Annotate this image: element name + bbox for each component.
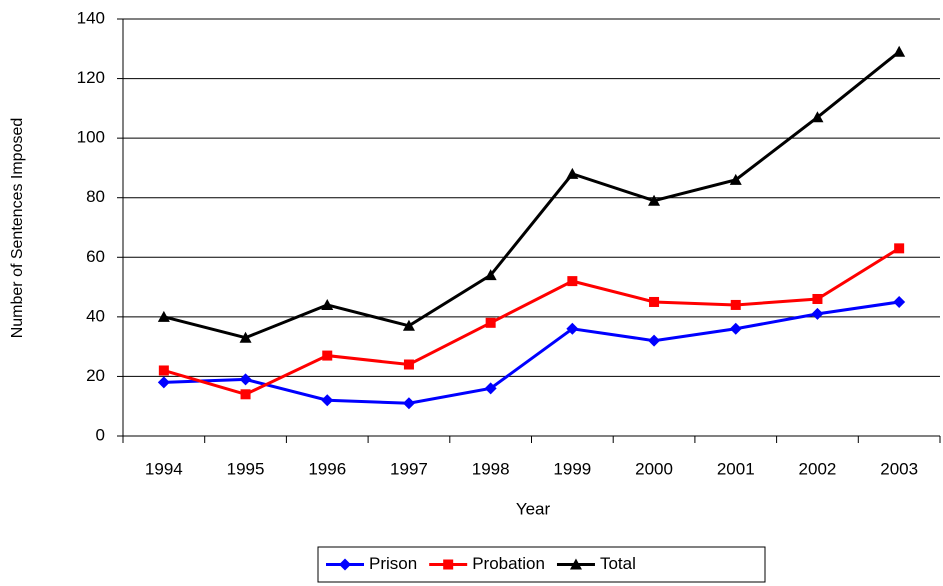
marker bbox=[566, 167, 579, 179]
x-tick-label: 1999 bbox=[553, 459, 591, 478]
marker bbox=[729, 322, 742, 335]
legend-label: Probation bbox=[472, 554, 545, 573]
y-tick-label: 40 bbox=[86, 306, 105, 325]
marker bbox=[485, 317, 496, 328]
y-tick-label: 60 bbox=[86, 247, 105, 266]
y-tick-label: 20 bbox=[86, 366, 105, 385]
marker bbox=[484, 269, 497, 281]
marker bbox=[649, 296, 660, 307]
marker bbox=[321, 298, 334, 310]
x-tick-label: 2002 bbox=[799, 459, 837, 478]
y-tick-label: 80 bbox=[86, 187, 105, 206]
series-line bbox=[163, 50, 901, 340]
x-tick-label: 1995 bbox=[227, 459, 265, 478]
x-axis-title: Year bbox=[516, 499, 551, 518]
x-tick-label: 2003 bbox=[880, 459, 918, 478]
marker bbox=[158, 365, 169, 376]
legend-label: Prison bbox=[369, 554, 417, 573]
marker bbox=[894, 243, 905, 254]
marker bbox=[239, 373, 252, 386]
x-tick-label: 1997 bbox=[390, 459, 428, 478]
marker bbox=[569, 558, 582, 570]
x-tick-label: 1998 bbox=[472, 459, 510, 478]
marker bbox=[157, 310, 170, 322]
marker bbox=[321, 394, 334, 407]
x-tick-label: 2001 bbox=[717, 459, 755, 478]
marker bbox=[239, 331, 252, 343]
marker bbox=[402, 397, 415, 410]
marker bbox=[322, 350, 333, 361]
marker bbox=[443, 559, 454, 570]
marker bbox=[811, 307, 824, 320]
x-tick-label: 1994 bbox=[145, 459, 183, 478]
series-line bbox=[163, 247, 900, 396]
legend-label: Total bbox=[600, 554, 636, 573]
marker bbox=[893, 45, 906, 57]
y-tick-label: 120 bbox=[77, 68, 105, 87]
marker bbox=[812, 293, 823, 304]
marker bbox=[157, 376, 170, 389]
marker bbox=[566, 322, 579, 335]
marker bbox=[240, 389, 251, 400]
y-axis-title: Number of Sentences Imposed bbox=[9, 118, 26, 339]
series-line bbox=[163, 300, 900, 405]
marker bbox=[729, 173, 742, 185]
marker bbox=[811, 111, 824, 123]
marker bbox=[648, 334, 661, 347]
marker bbox=[484, 382, 497, 395]
marker bbox=[339, 558, 351, 571]
y-tick-label: 140 bbox=[77, 8, 105, 27]
marker bbox=[567, 276, 578, 287]
marker bbox=[730, 299, 741, 310]
marker bbox=[403, 359, 414, 370]
legend-box bbox=[317, 546, 766, 583]
marker bbox=[402, 319, 415, 331]
marker bbox=[648, 194, 661, 206]
y-tick-label: 100 bbox=[77, 128, 105, 147]
x-tick-label: 2000 bbox=[635, 459, 673, 478]
x-tick-label: 1996 bbox=[308, 459, 346, 478]
marker bbox=[893, 295, 906, 308]
y-tick-label: 0 bbox=[96, 425, 105, 444]
